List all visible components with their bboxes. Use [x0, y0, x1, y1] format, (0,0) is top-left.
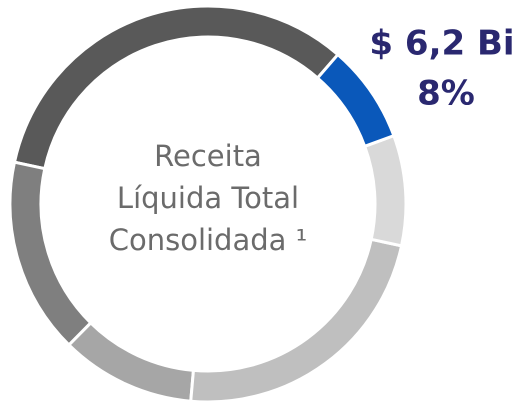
value-label: 8% [417, 74, 475, 114]
donut-segment [362, 133, 408, 248]
donut-segment [315, 52, 396, 149]
donut-segment [66, 320, 196, 402]
center-text: Líquida Total [117, 181, 299, 215]
donut-segment [8, 160, 93, 348]
center-text: Consolidada ¹ [109, 223, 308, 257]
center-text: Receita [154, 139, 262, 173]
annotation: $ 6,2 Bi [369, 24, 514, 64]
donut-segment [189, 237, 404, 402]
